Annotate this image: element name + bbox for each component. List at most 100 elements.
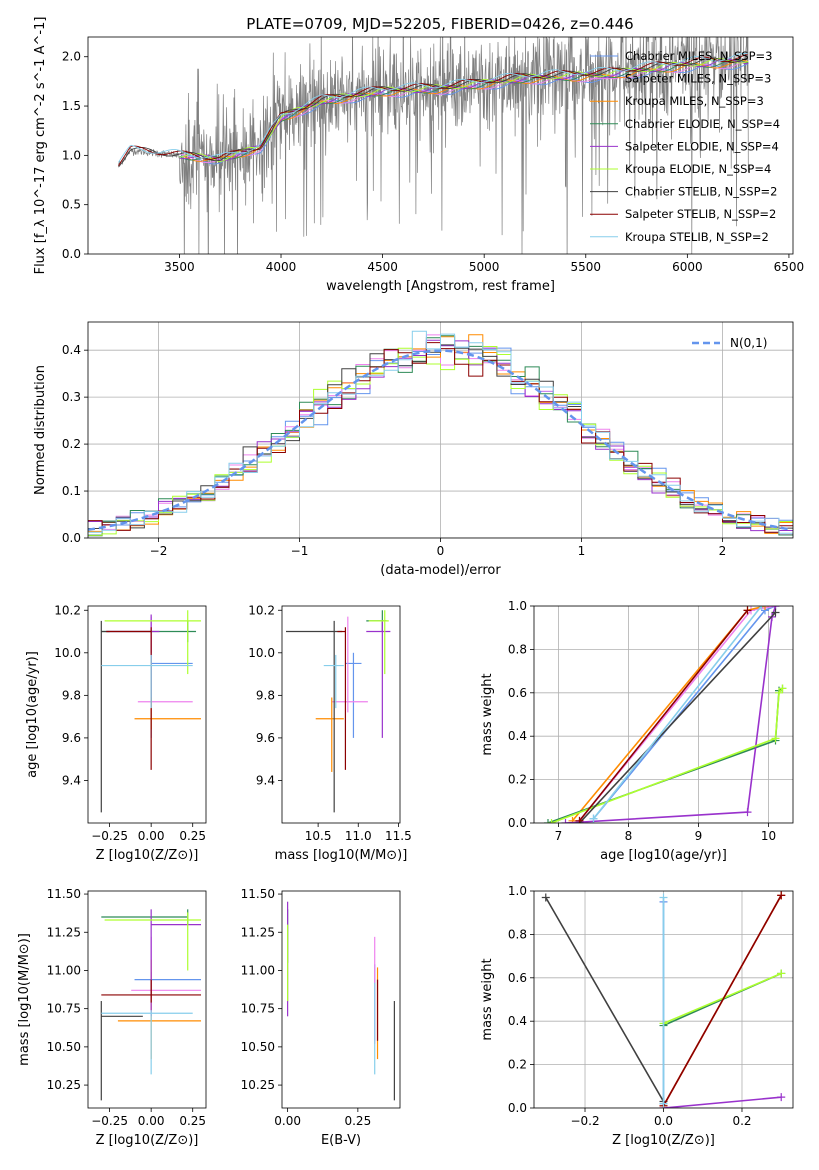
spectrum-ytick-label: 1.5 [62, 99, 81, 113]
residuals-ytick-label: 0.4 [62, 343, 81, 357]
age-vs-z-ytick-label: 10.0 [54, 646, 81, 660]
age-vs-z-ytick-label: 10.2 [54, 603, 81, 617]
weight-vs-z-weight-marker [777, 969, 786, 978]
panel-spectrum: 3500 4000 4500 5000 5500 6000 6500 0.0 0.5 1.0 1.5… [33, 17, 804, 294]
age-vs-mass-ytick-label: 9.4 [256, 773, 275, 787]
weight-vs-z-weight-line [663, 972, 782, 1025]
mass-vs-ebv-xlabel: E(B-V) [321, 1133, 361, 1148]
weight-vs-age-weight-marker [575, 816, 584, 823]
spectrum-model-line [118, 54, 748, 166]
residuals-xtick-label: −1 [291, 544, 309, 558]
weight-vs-z-weight-marker [541, 893, 550, 902]
residuals-xtick-label: −2 [150, 544, 168, 558]
mass-vs-z-ytick-label: 10.25 [47, 1078, 81, 1092]
age-vs-mass-ytick-label: 9.6 [256, 731, 275, 745]
residuals-ylabel: Normed distribution [33, 365, 48, 495]
weight-vs-age-xtick-label: 9 [695, 829, 703, 843]
weight-vs-z-ytick-label: 1.0 [508, 884, 527, 898]
legend-label: Chabrier ELODIE, N_SSP=4 [625, 117, 780, 131]
age-vs-mass-frame [281, 605, 401, 824]
age-vs-z-xlabel: Z [log10(Z/Z⊙)] [96, 848, 199, 863]
weight-vs-age-weight-marker [589, 814, 598, 823]
age-vs-z-xtick-label: −0.25 [91, 829, 128, 843]
legend-label: Kroupa ELODIE, N_SSP=4 [625, 162, 771, 176]
mass-vs-z-ytick-label: 10.75 [47, 1002, 81, 1016]
spectrum-model-line [118, 52, 748, 163]
spectrum-xtick-label: 4500 [367, 260, 398, 274]
weight-vs-age-xtick-label: 10 [761, 829, 776, 843]
weight-vs-age-weight-line [565, 606, 777, 823]
age-vs-z-ylabel: age [log10(age/yr)] [25, 651, 40, 778]
panel-age-vs-mass: 10.5 11.0 11.5 9.4 9.6 9.8 10.0 10.2 mass [log10… [248, 603, 411, 863]
weight-vs-z-ytick-label: 0.2 [508, 1058, 527, 1072]
weight-vs-age-weight-line [592, 606, 763, 820]
age-vs-mass-ytick-label: 9.8 [256, 688, 275, 702]
mass-vs-z-ytick-label: 11.00 [47, 963, 81, 977]
spectrum-xtick-label: 3500 [164, 260, 195, 274]
legend-label: Chabrier MILES, N_SSP=3 [625, 49, 772, 63]
weight-vs-z-weight-marker [659, 893, 668, 902]
weight-vs-age-weight-marker [771, 608, 780, 617]
spectrum-ytick-label: 2.0 [62, 50, 81, 64]
spectrum-model-line [179, 58, 749, 161]
residual-histogram [88, 334, 793, 534]
spectrum-plot-area [118, 37, 749, 254]
weight-vs-z-weight-marker [777, 1093, 786, 1102]
weight-vs-age-weight-marker [757, 606, 766, 610]
weight-vs-age-weight-line [578, 609, 749, 822]
legend-label: N(0,1) [730, 336, 767, 350]
age-vs-z-ytick-label: 9.4 [62, 773, 81, 787]
weight-vs-age-weight-line [592, 606, 776, 820]
normal-reference-curve [88, 349, 791, 532]
weight-vs-age-ytick-label: 0.8 [508, 642, 527, 656]
weight-vs-age-plot-area [534, 606, 793, 823]
weight-vs-age-weight-line [551, 687, 784, 823]
legend-label: Kroupa MILES, N_SSP=3 [625, 94, 764, 108]
weight-vs-age-weight-marker [568, 816, 577, 823]
mass-vs-ebv-ytick-label: 10.50 [241, 1040, 275, 1054]
panel-weight-vs-age: 7 8 9 10 0.0 0.2 0.4 0.6 0.8 1.0 age [log10(age/yr… [480, 599, 794, 863]
weight-vs-age-weight-marker [775, 688, 783, 697]
spectrum-xtick-label: 4000 [266, 260, 297, 274]
weight-vs-z-ytick-label: 0.4 [508, 1014, 527, 1028]
mass-vs-z-ytick-label: 11.25 [47, 925, 81, 939]
age-vs-z-ytick-label: 9.8 [62, 688, 81, 702]
mass-vs-ebv-frame [281, 890, 401, 1109]
age-vs-mass-xtick-label: 11.5 [385, 829, 412, 843]
weight-vs-z-xtick-label: 0.2 [732, 1114, 751, 1128]
weight-vs-z-plot-area [534, 891, 793, 1108]
weight-vs-z-xtick-label: 0.0 [654, 1114, 673, 1128]
age-vs-z-xtick-label: 0.25 [179, 829, 206, 843]
mass-vs-ebv-xtick-label: 0.00 [274, 1114, 301, 1128]
residuals-ytick-label: 0.3 [62, 390, 81, 404]
mass-vs-ebv-xtick-label: 0.25 [344, 1114, 371, 1128]
panel-mass-vs-z: −0.25 0.00 0.25 10.25 10.50 10.75 11.00 11.25 11… [17, 887, 207, 1148]
weight-vs-z-frame [533, 890, 794, 1109]
mass-vs-ebv-ytick-label: 11.00 [241, 963, 275, 977]
mass-vs-z-plot-area [100, 909, 202, 1101]
spectrum-model-line [118, 57, 748, 168]
mass-vs-z-frame [87, 890, 207, 1109]
spectrum-data-line [118, 37, 749, 254]
weight-vs-age-xtick-label: 8 [625, 829, 633, 843]
age-vs-mass-ytick-label: 10.0 [248, 646, 275, 660]
mass-vs-ebv-ytick-label: 11.50 [241, 887, 275, 901]
mass-vs-z-ytick-label: 10.50 [47, 1040, 81, 1054]
residuals-frame [87, 321, 794, 539]
spectrum-legend: Chabrier MILES, N_SSP=3 Salpeter MILES, N… [590, 49, 780, 244]
residuals-ytick-label: 0.1 [62, 484, 81, 498]
weight-vs-z-xtick-label: −0.2 [570, 1114, 599, 1128]
residual-histogram [88, 330, 793, 534]
mass-vs-ebv-ytick-label: 10.75 [241, 1002, 275, 1016]
weight-vs-z-ylabel: mass weight [480, 958, 495, 1040]
legend-label: Salpeter MILES, N_SSP=3 [625, 72, 771, 86]
weight-vs-age-weight-marker [743, 606, 752, 615]
weight-vs-age-weight-marker [544, 819, 552, 823]
spectrum-ytick-label: 0.5 [62, 198, 81, 212]
mass-vs-z-xtick-label: 0.25 [179, 1114, 206, 1128]
residuals-plot-area [88, 322, 793, 538]
panel-age-vs-z: −0.25 0.00 0.25 9.4 9.6 9.8 10.0 10.2 Z [log10(Z… [25, 603, 207, 863]
spectrum-xtick-label: 6000 [672, 260, 703, 274]
weight-vs-z-weight-marker [659, 1099, 668, 1108]
